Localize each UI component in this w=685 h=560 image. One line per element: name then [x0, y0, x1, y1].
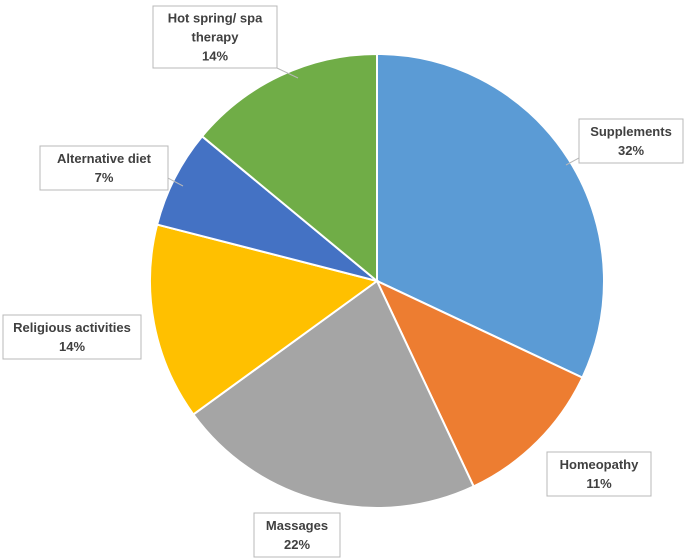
category-label: Massages	[266, 518, 328, 533]
pie-slice-religious-activities	[149, 223, 380, 416]
label-box	[578, 118, 684, 164]
data-label-supplements: Supplements 32%	[578, 118, 684, 164]
value-label: 22%	[284, 537, 310, 552]
label-box	[546, 451, 652, 497]
value-label: 14%	[202, 49, 228, 64]
data-label-alternative-diet: Alternative diet 7%	[39, 145, 169, 191]
value-label: 14%	[59, 339, 85, 354]
pie-slice-hot-spring-spa-therapy	[200, 52, 378, 284]
value-label: 32%	[618, 143, 644, 158]
value-label: 7%	[95, 170, 114, 185]
value-label: 11%	[586, 476, 612, 491]
name-line-1: Hot spring/ spa	[168, 11, 263, 26]
label-box	[152, 5, 278, 69]
data-label-hot-spring-spa-therapy: Hot spring/ spa therapy 14%	[152, 5, 278, 69]
category-label: Religious activities	[13, 320, 131, 335]
callout-labels: Supplements 32% Homeopathy 11% Massages 22% Re…	[2, 5, 684, 558]
data-label-religious-activities: Religious activities 14%	[2, 314, 142, 360]
pie-slice-homeopathy	[374, 278, 584, 488]
data-label-massages: Massages 22%	[253, 512, 341, 558]
pie-slices	[149, 52, 605, 509]
pie-slice-massages	[191, 279, 475, 509]
category-label: Supplements	[590, 124, 672, 139]
label-box	[253, 512, 341, 558]
label-box	[2, 314, 142, 360]
data-label-homeopathy: Homeopathy 11%	[546, 451, 652, 497]
name-line-2: therapy	[192, 30, 240, 45]
category-label: Alternative diet	[57, 151, 152, 166]
pie-slice-supplements	[376, 52, 605, 379]
label-box	[39, 145, 169, 191]
category-label: Homeopathy	[560, 457, 640, 472]
